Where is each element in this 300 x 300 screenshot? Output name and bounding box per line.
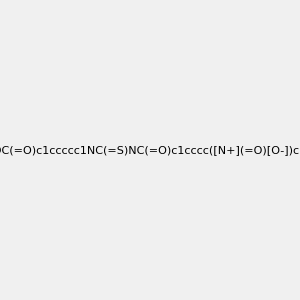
Text: COC(=O)c1ccccc1NC(=S)NC(=O)c1cccc([N+](=O)[O-])c1C: COC(=O)c1ccccc1NC(=S)NC(=O)c1cccc([N+](=…: [0, 145, 300, 155]
